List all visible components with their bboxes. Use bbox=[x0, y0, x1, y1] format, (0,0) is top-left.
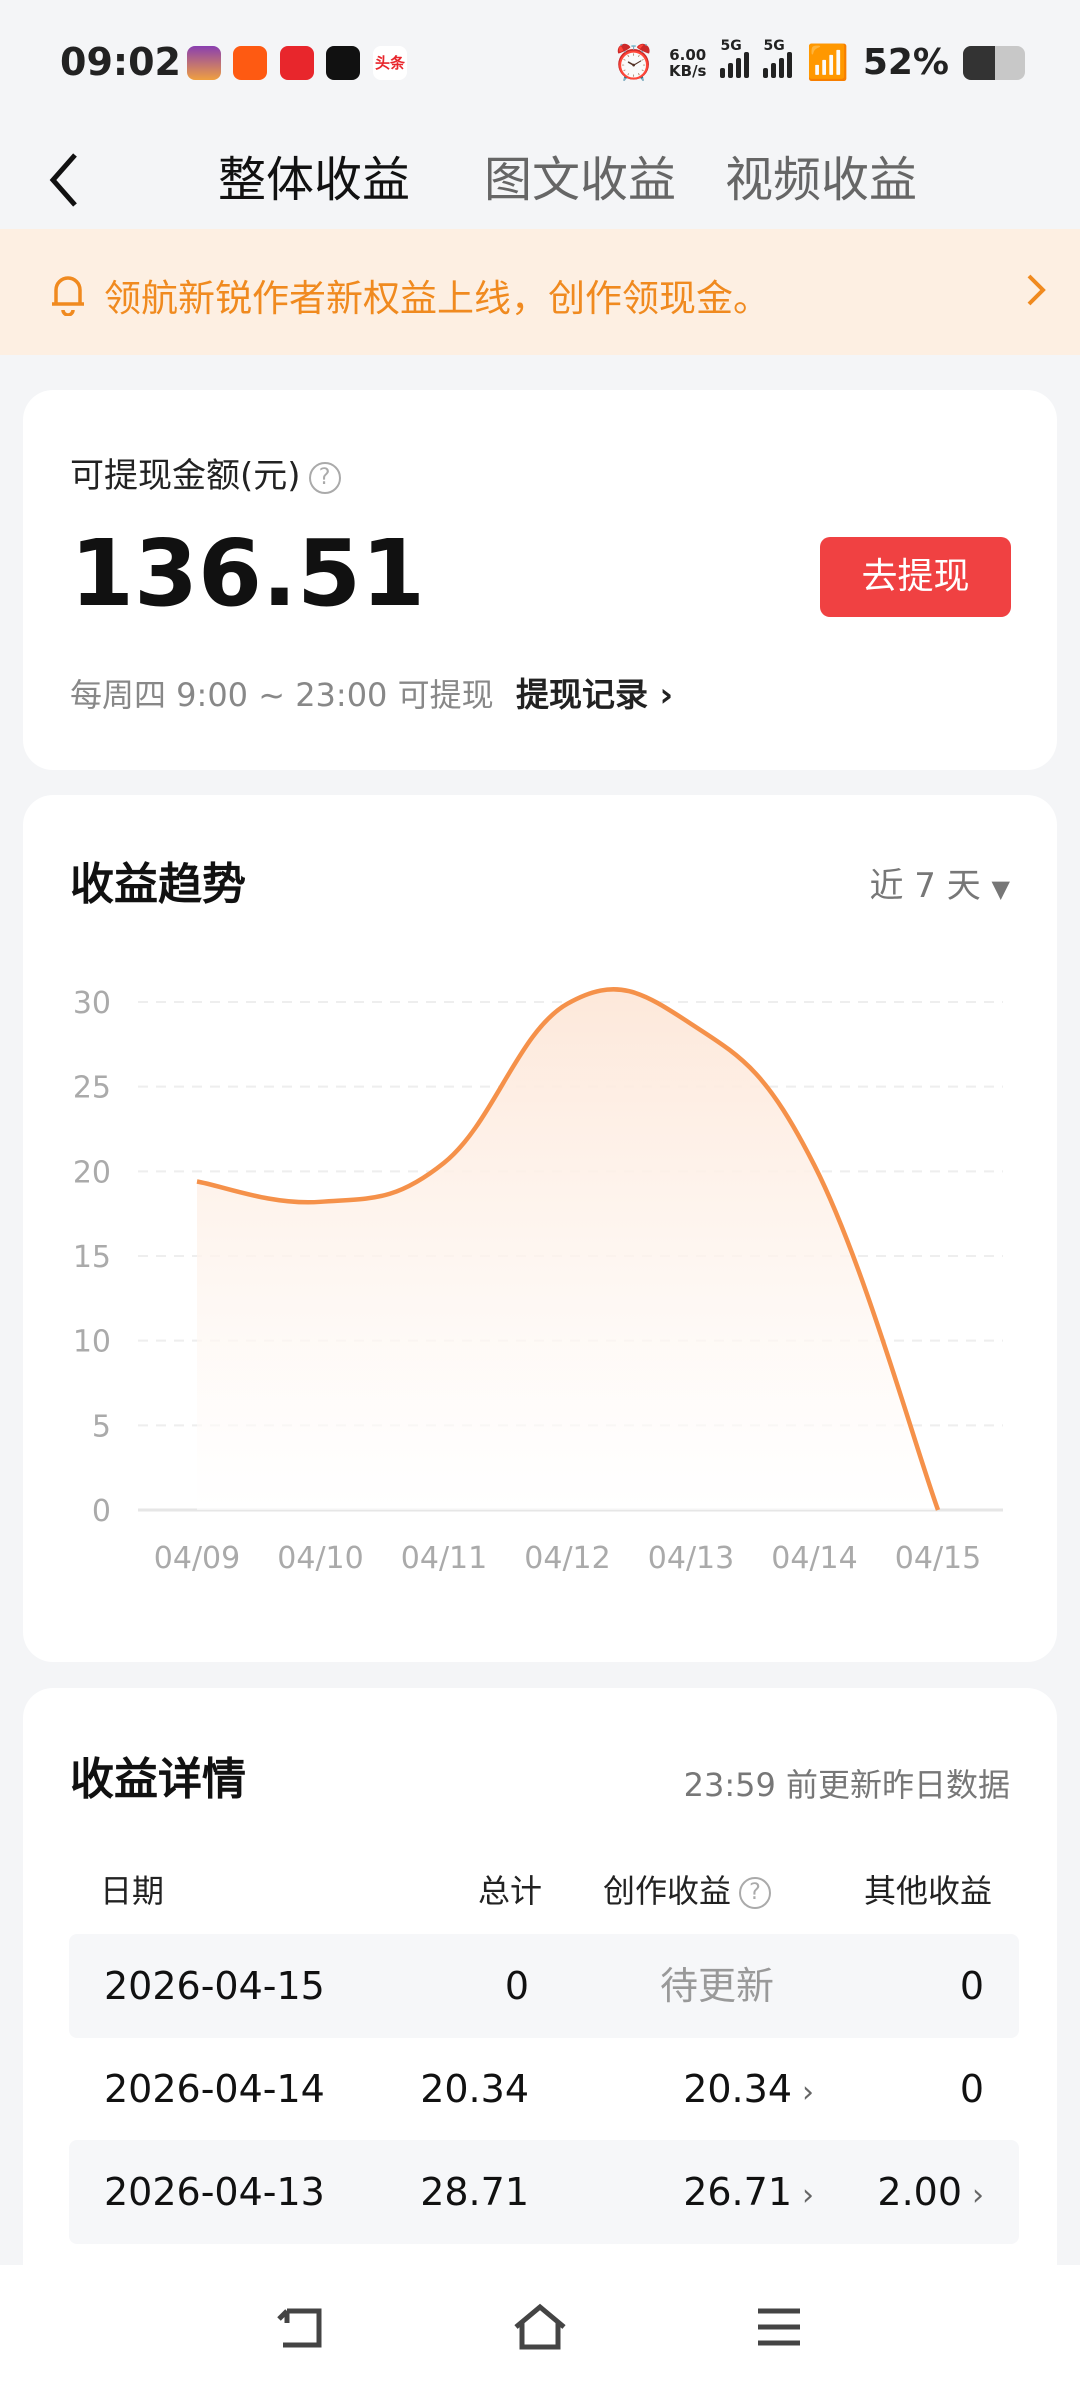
cell-total: 28.71 bbox=[420, 2170, 529, 2214]
withdraw-record-link[interactable]: 提现记录 › bbox=[516, 675, 674, 714]
help-icon[interactable]: ? bbox=[739, 1877, 772, 1909]
chevron-right-icon: › bbox=[802, 2178, 814, 2213]
x-tick-label: 04/11 bbox=[401, 1541, 487, 1576]
chevron-right-icon: › bbox=[802, 2075, 814, 2110]
x-tick-label: 04/13 bbox=[648, 1541, 734, 1576]
details-title: 收益详情 bbox=[70, 1754, 246, 1805]
cell-total: 20.34 bbox=[420, 2067, 529, 2111]
chevron-right-icon[interactable] bbox=[1024, 270, 1048, 310]
series-line bbox=[196, 987, 941, 1511]
cell-creation[interactable]: 26.71 › bbox=[683, 2170, 814, 2214]
cell-other: 0 bbox=[959, 1964, 984, 2008]
battery-percent: 52% bbox=[862, 42, 949, 83]
cell-date: 2026-04-14 bbox=[104, 2067, 325, 2111]
withdraw-hint: 每周四 9:00 ~ 23:00 可提现 bbox=[70, 676, 494, 714]
y-tick-label: 10 bbox=[73, 1325, 111, 1360]
back-icon[interactable] bbox=[45, 150, 85, 210]
tab-video[interactable]: 视频收益 bbox=[725, 152, 918, 208]
range-dropdown[interactable]: 近 7 天 ▼ bbox=[869, 866, 1010, 906]
signal-icon-2: 5G bbox=[763, 38, 793, 78]
x-tick-label: 04/10 bbox=[277, 1541, 363, 1576]
trend-chart: 0 5 10 15 20 25 30 04/09 04/10 04/11 04/12 04/13 04/… bbox=[73, 986, 1003, 1576]
battery-icon bbox=[963, 45, 1025, 80]
clock: 09:02 bbox=[60, 40, 181, 84]
header-total: 总计 bbox=[477, 1872, 542, 1910]
area-fill bbox=[197, 989, 938, 1510]
system-nav-bar bbox=[0, 2265, 1080, 2392]
tab-overall[interactable]: 整体收益 bbox=[218, 152, 411, 208]
y-tick-label: 30 bbox=[73, 986, 111, 1021]
withdraw-amount: 136.51 bbox=[70, 520, 426, 627]
app-icon-jd bbox=[280, 46, 314, 80]
withdraw-button[interactable]: 去提现 bbox=[820, 537, 1011, 617]
wifi-icon: 📶 bbox=[806, 42, 849, 83]
table-row: 2026-04-13 28.71 26.71 › 2.00 › bbox=[69, 2140, 1019, 2244]
chevron-right-icon: › bbox=[659, 675, 674, 714]
home-icon[interactable] bbox=[512, 2303, 568, 2351]
header-other: 其他收益 bbox=[863, 1872, 992, 1910]
y-tick-label: 20 bbox=[73, 1155, 111, 1190]
caret-down-icon: ▼ bbox=[991, 875, 1010, 903]
status-bar: 09:02 头条 ⏰ 6.00 KB/s 5G 5G 📶 52% bbox=[0, 0, 1080, 130]
y-tick-label: 15 bbox=[73, 1240, 111, 1275]
table-row: 2026-04-14 20.34 20.34 › 0 bbox=[69, 2037, 1019, 2141]
alarm-icon: ⏰ bbox=[612, 42, 656, 83]
tab-article[interactable]: 图文收益 bbox=[484, 152, 677, 208]
cell-date: 2026-04-15 bbox=[104, 1964, 325, 2008]
header-creation: 创作收益? bbox=[603, 1866, 772, 1912]
bell-icon bbox=[52, 276, 84, 316]
menu-icon[interactable] bbox=[756, 2305, 802, 2349]
app-icon-kuaishou bbox=[233, 46, 267, 80]
y-tick-label: 25 bbox=[73, 1071, 111, 1106]
app-icon-douyin bbox=[326, 46, 360, 80]
trend-title: 收益趋势 bbox=[70, 859, 246, 910]
x-tick-label: 04/12 bbox=[524, 1541, 610, 1576]
x-tick-label: 04/14 bbox=[771, 1541, 857, 1576]
cell-creation[interactable]: 20.34 › bbox=[683, 2067, 814, 2111]
help-icon[interactable]: ? bbox=[308, 461, 341, 494]
details-note: 23:59 前更新昨日数据 bbox=[683, 1766, 1010, 1804]
cell-date: 2026-04-13 bbox=[104, 2170, 325, 2214]
y-tick-label: 5 bbox=[92, 1409, 111, 1444]
back-nav-icon[interactable] bbox=[275, 2305, 325, 2351]
cell-other[interactable]: 2.00 › bbox=[877, 2170, 984, 2214]
signal-icon: 5G bbox=[720, 38, 750, 78]
y-tick-label: 0 bbox=[92, 1494, 111, 1529]
app-icon-toutiao: 头条 bbox=[373, 46, 407, 80]
banner-text[interactable]: 领航新锐作者新权益上线，创作领现金。 bbox=[104, 277, 770, 320]
announcement-banner[interactable] bbox=[0, 229, 1080, 355]
x-tick-label: 04/15 bbox=[895, 1541, 981, 1576]
header-date: 日期 bbox=[100, 1872, 165, 1910]
cell-total: 0 bbox=[504, 1964, 529, 2008]
cell-creation: 待更新 bbox=[659, 1964, 774, 2008]
x-tick-label: 04/09 bbox=[154, 1541, 240, 1576]
cell-other: 0 bbox=[959, 2067, 984, 2111]
network-speed: 6.00 KB/s bbox=[669, 45, 707, 80]
app-icon-purple bbox=[187, 46, 221, 80]
withdraw-label: 可提现金额(元)? bbox=[70, 448, 341, 497]
chevron-right-icon: › bbox=[972, 2178, 984, 2213]
table-row: 2026-04-15 0 待更新 0 bbox=[69, 1934, 1019, 2038]
